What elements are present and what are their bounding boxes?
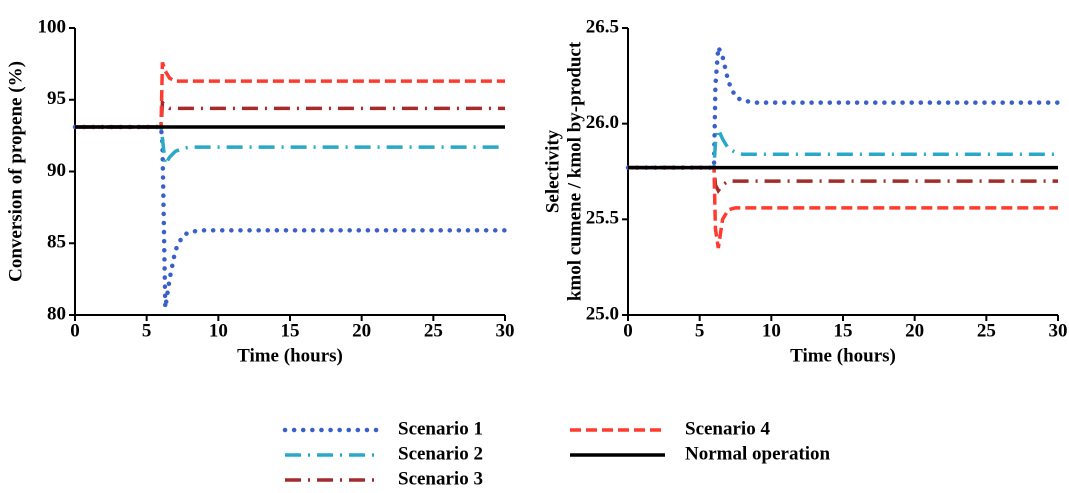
- series-line: [75, 98, 505, 129]
- x-tick-label: 5: [142, 320, 152, 341]
- series-line: [625, 46, 1061, 170]
- y-tick-label: 90: [47, 160, 66, 181]
- y-tick-label: 25.0: [586, 303, 619, 324]
- y-tick-label: 100: [38, 16, 67, 37]
- y-tick-label: 85: [47, 232, 66, 253]
- legend-label: Scenario 4: [685, 418, 770, 439]
- series-line: [628, 165, 1058, 194]
- y-tick-label: 95: [47, 88, 66, 109]
- x-tick-label: 10: [209, 320, 228, 341]
- y-axis-label: Selectivity: [542, 129, 563, 213]
- x-tick-label: 20: [905, 320, 924, 341]
- y-tick-label: 80: [47, 303, 66, 324]
- x-tick-label: 30: [496, 320, 515, 341]
- series-line: [628, 123, 1058, 170]
- series-line: [75, 61, 505, 129]
- series-line: [75, 125, 505, 170]
- y-tick-label: 26.5: [586, 16, 619, 37]
- series-line: [628, 165, 1058, 249]
- y-axis-label: Conversion of propene (%): [5, 61, 26, 282]
- x-tick-label: 20: [352, 320, 371, 341]
- x-tick-label: 15: [281, 320, 300, 341]
- legend-label: Scenario 1: [398, 418, 483, 439]
- x-tick-label: 0: [70, 320, 80, 341]
- x-tick-label: 5: [695, 320, 705, 341]
- x-tick-label: 30: [1049, 320, 1068, 341]
- x-tick-label: 25: [977, 320, 996, 341]
- y-tick-label: 26.0: [586, 112, 619, 133]
- x-tick-label: 0: [623, 320, 633, 341]
- x-axis-label: Time (hours): [790, 345, 896, 366]
- x-tick-label: 25: [424, 320, 443, 341]
- legend-label: Scenario 3: [398, 468, 483, 489]
- legend-label: Normal operation: [685, 443, 831, 464]
- series-line: [72, 124, 508, 309]
- x-axis-label: Time (hours): [237, 345, 343, 366]
- x-tick-label: 10: [762, 320, 781, 341]
- x-tick-label: 15: [834, 320, 853, 341]
- y-tick-label: 25.5: [586, 208, 619, 229]
- legend-label: Scenario 2: [398, 443, 483, 464]
- y-axis-label: kmol cumene / kmol by-product: [564, 41, 585, 301]
